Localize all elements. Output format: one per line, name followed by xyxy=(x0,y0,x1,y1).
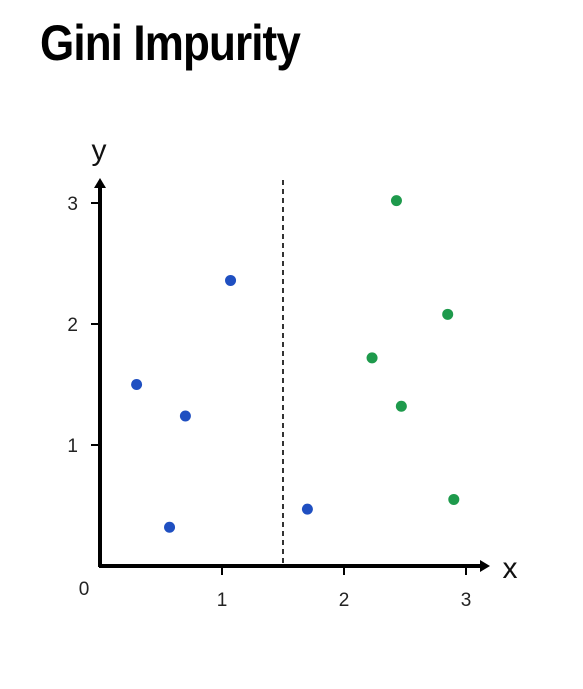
points-group xyxy=(131,195,459,533)
axes: 1 2 3 1 2 3 0 y x xyxy=(67,134,517,611)
green-point xyxy=(396,401,407,412)
y-axis-arrow xyxy=(94,178,106,188)
blue-point xyxy=(180,410,191,421)
green-point xyxy=(367,352,378,363)
x-axis-arrow xyxy=(480,560,490,572)
x-axis-label: x xyxy=(503,552,518,585)
blue-point xyxy=(302,504,313,515)
y-tick-label: 1 xyxy=(67,436,78,457)
x-tick-label: 2 xyxy=(339,590,350,611)
blue-point xyxy=(131,379,142,390)
x-tick-label: 1 xyxy=(217,590,228,611)
green-point xyxy=(442,309,453,320)
blue-point xyxy=(225,275,236,286)
green-point xyxy=(391,195,402,206)
y-tick-label: 2 xyxy=(67,315,78,336)
origin-label: 0 xyxy=(79,579,90,600)
blue-point xyxy=(164,522,175,533)
y-tick-label: 3 xyxy=(67,194,78,215)
x-tick-label: 3 xyxy=(461,590,472,611)
green-point xyxy=(448,494,459,505)
y-axis-label: y xyxy=(92,134,107,167)
